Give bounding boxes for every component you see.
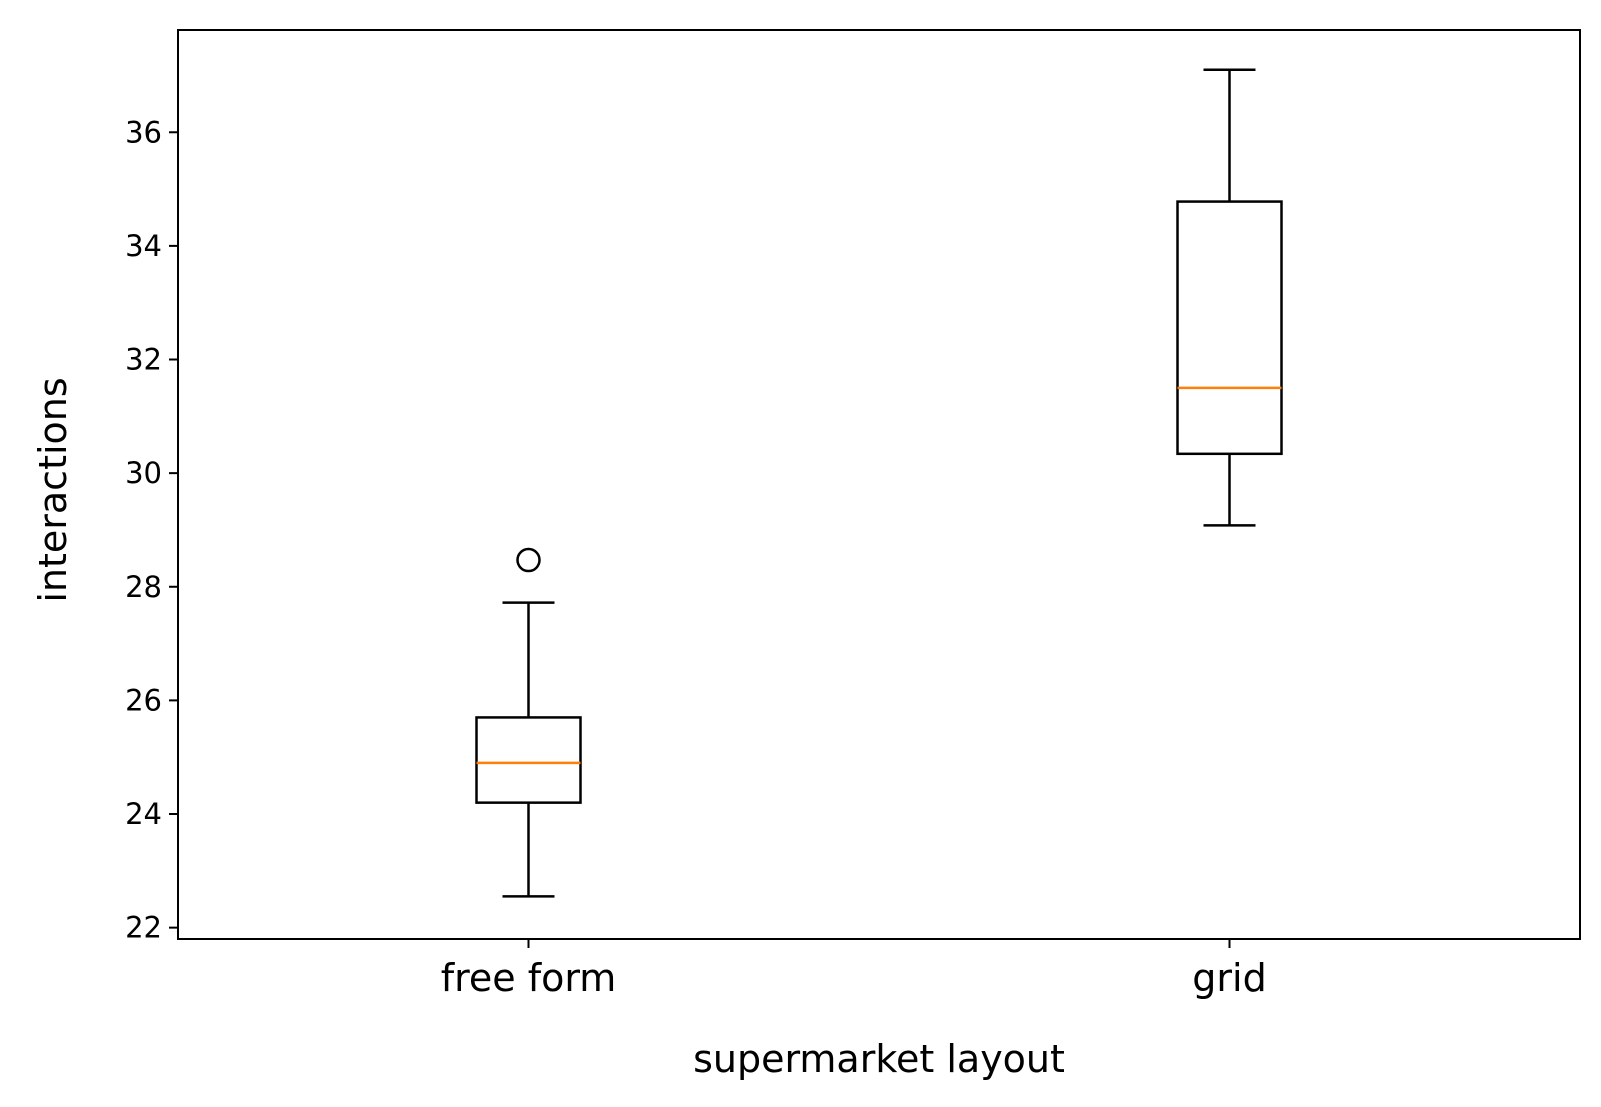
iqr-box [1176,200,1283,456]
y-tick-label: 24 [125,797,162,831]
y-tick-label: 22 [125,911,162,945]
y-tick-label: 26 [125,683,162,717]
box-free-form [475,547,582,898]
plot-area-frame [177,29,1581,940]
y-axis-ticks: 22 24 26 28 30 32 34 36 [125,115,178,945]
y-tick-label: 32 [125,343,162,377]
outlier-point [516,547,541,573]
x-tick-label: free form [441,956,617,1000]
y-tick-label: 28 [125,570,162,604]
y-tick-label: 30 [125,456,162,490]
iqr-box [475,716,582,804]
y-axis-label: interactions [31,377,75,602]
y-tick-label: 34 [125,229,162,263]
box-grid [1176,68,1283,527]
x-axis-label: supermarket layout [693,1037,1065,1081]
x-tick-label: grid [1192,956,1266,1000]
boxes-layer [475,68,1283,898]
x-axis-ticks: free form grid [441,939,1267,1000]
y-tick-label: 36 [125,115,162,149]
